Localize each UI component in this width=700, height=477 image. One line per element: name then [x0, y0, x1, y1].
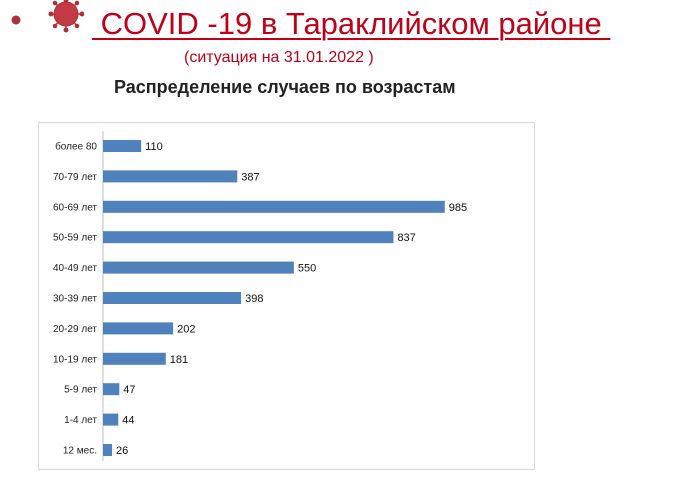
chart-title: Распределение случаев по возрастам [114, 77, 456, 97]
bar [103, 352, 166, 365]
category-label: 10-19 лет [53, 354, 97, 365]
data-label: 398 [245, 293, 263, 305]
category-label: 40-49 лет [53, 263, 97, 274]
page-subtitle: (ситуация на 31.01.2022 ) [184, 49, 374, 66]
data-label: 44 [122, 415, 134, 427]
data-label: 985 [449, 202, 467, 214]
age-distribution-chart: более 80 110 70-79 лет 387 60-69 лет 985 50-59… [38, 122, 535, 470]
data-label: 387 [241, 171, 259, 183]
bar [103, 322, 174, 335]
category-label: 20-29 лет [53, 324, 97, 335]
coronavirus-logo-icon [11, 0, 84, 33]
bar [103, 413, 119, 426]
data-label: 26 [116, 445, 128, 457]
category-label: 5-9 лет [64, 385, 97, 396]
data-label: 837 [397, 232, 415, 244]
data-label: 110 [145, 141, 163, 153]
category-label: 1-4 лет [64, 415, 97, 426]
bar [103, 140, 142, 152]
category-label: 50-59 лет [53, 233, 97, 244]
data-label: 550 [298, 263, 316, 275]
category-label: более 80 [55, 141, 97, 153]
bar [103, 231, 394, 244]
data-label: 202 [177, 323, 195, 335]
bar-chart-canvas: более 80 110 70-79 лет 387 60-69 лет 985 50-59… [53, 131, 467, 461]
bar [103, 444, 113, 456]
bar [103, 261, 294, 274]
bar [103, 170, 238, 183]
category-label: 70-79 лет [53, 172, 97, 183]
category-label: 30-39 лет [53, 294, 97, 305]
bar [103, 383, 120, 396]
data-label: 181 [170, 354, 188, 366]
bar [103, 292, 242, 304]
category-label: 60-69 лет [53, 202, 97, 213]
page-title: COVID -19 в Тараклийском районе [92, 6, 611, 41]
data-label: 47 [123, 384, 135, 396]
bar [103, 200, 445, 213]
category-label: 12 мес. [63, 446, 97, 457]
